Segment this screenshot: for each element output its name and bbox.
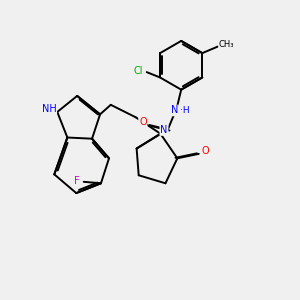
- Text: O: O: [202, 146, 209, 157]
- Text: F: F: [74, 176, 80, 186]
- Text: N: N: [160, 125, 168, 135]
- Text: N: N: [171, 106, 178, 116]
- Text: ·H: ·H: [180, 106, 190, 115]
- Text: O: O: [139, 117, 147, 127]
- Text: NH: NH: [42, 104, 56, 114]
- Text: CH₃: CH₃: [219, 40, 234, 49]
- Text: Cl: Cl: [134, 66, 143, 76]
